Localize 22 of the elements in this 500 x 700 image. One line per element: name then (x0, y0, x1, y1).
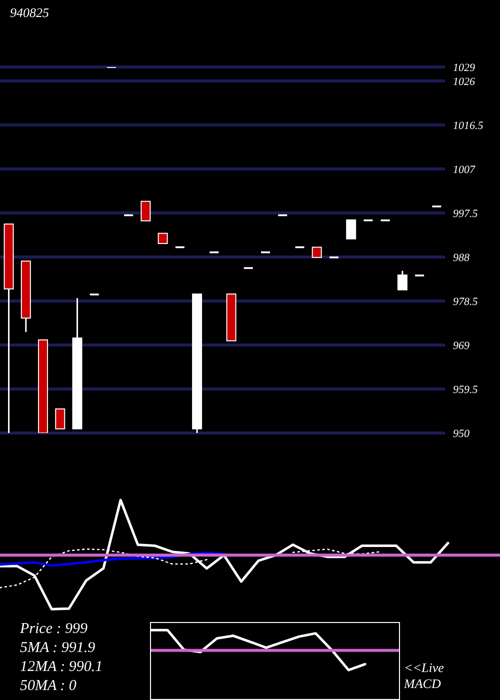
text: 50MA : 0 (20, 677, 78, 696)
y-tick-label: 988 (453, 252, 470, 264)
text: 5MA : 991.9 (20, 639, 96, 658)
y-tick-label: 1029 (453, 62, 476, 74)
candlestick (140, 200, 151, 222)
y-tick-label: 1016.5 (453, 120, 484, 132)
y-tick-label: 1007 (453, 164, 476, 176)
candlestick (312, 246, 322, 258)
candlestick (346, 219, 356, 240)
text: 12MA : 990.1 (20, 658, 103, 677)
text: Price : 999 (20, 620, 88, 639)
y-tick-label: 959.5 (453, 384, 478, 396)
y-tick-label: 997.5 (453, 208, 478, 220)
y-tick-label: 978.5 (453, 296, 478, 308)
chart-title: 940825 (10, 5, 49, 21)
candlestick (397, 270, 408, 291)
y-tick-label: 950 (453, 428, 470, 440)
candlestick (158, 232, 168, 244)
y-tick-label: 969 (453, 340, 470, 352)
candlestick (55, 408, 66, 430)
text: <<Live MACD (404, 660, 445, 692)
y-tick-label: 1026 (453, 76, 476, 88)
